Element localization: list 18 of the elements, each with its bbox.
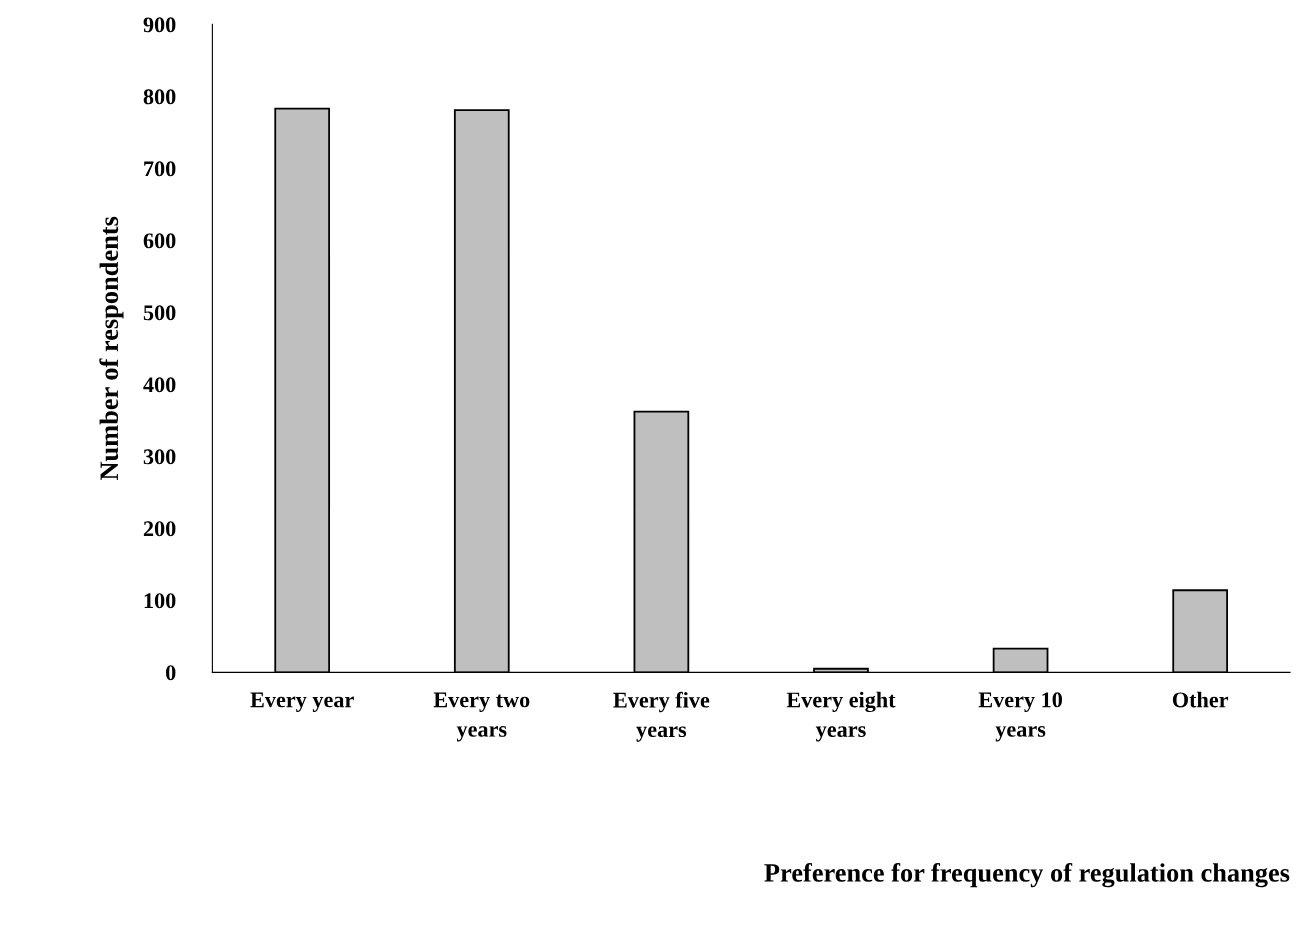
y-tick-label: 800 [143, 89, 176, 105]
y-tick-label: 100 [144, 593, 176, 609]
x-tick-label: Every 10 years [978, 692, 1062, 742]
x-tick-label: Every two years [433, 692, 530, 742]
text: Preference for frequency of regulation changes [764, 862, 1290, 888]
y-tick-label: 200 [143, 521, 176, 537]
y-tick-label: 600 [143, 233, 176, 249]
y-tick-label: 0 [166, 665, 176, 681]
x-tick-label: Other [1172, 691, 1229, 708]
y-tick-label: 700 [144, 161, 176, 177]
y-tick-label: 500 [143, 305, 176, 321]
x-tick-label: Every eight years [786, 691, 896, 742]
y-tick-label: 300 [143, 449, 176, 465]
y-tick-label: 400 [143, 377, 176, 393]
y-tick-label: 900 [143, 17, 176, 33]
y-axis-title: Number of respondents [99, 216, 124, 481]
x-tick-label: Every year [250, 692, 354, 712]
x-tick-label: Every five years [613, 691, 710, 742]
